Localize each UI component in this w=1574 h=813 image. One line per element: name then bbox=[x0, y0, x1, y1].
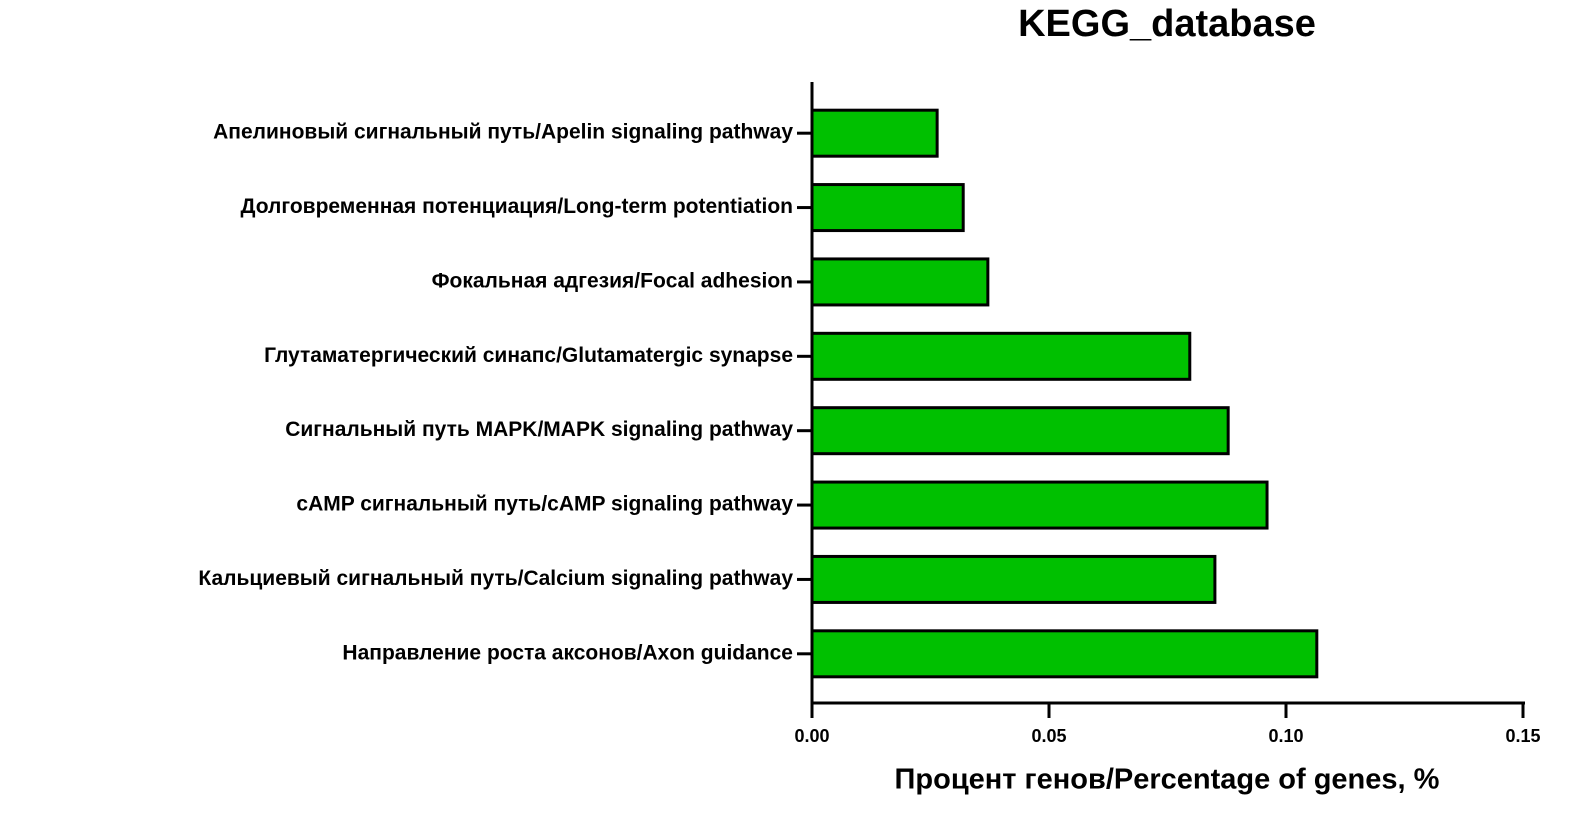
x-tick-label: 0.15 bbox=[1505, 726, 1540, 746]
x-tick-label: 0.00 bbox=[794, 726, 829, 746]
bar bbox=[810, 629, 1319, 679]
bar bbox=[810, 480, 1269, 530]
bar bbox=[810, 554, 1217, 604]
y-tick-label: Кальциевый сигнальный путь/Calcium signa… bbox=[198, 567, 793, 590]
bar bbox=[810, 331, 1192, 381]
bar bbox=[810, 406, 1230, 456]
y-tick-label: Направление роста аксонов/Axon guidance bbox=[342, 641, 793, 664]
bar bbox=[810, 257, 990, 307]
x-tick-label: 0.10 bbox=[1268, 726, 1303, 746]
chart-title: KEGG_database bbox=[1018, 3, 1316, 45]
y-tick-label: Сигнальный путь MAPK/MAPK signaling path… bbox=[285, 418, 793, 441]
x-tick-label: 0.05 bbox=[1031, 726, 1066, 746]
y-tick-label: Фокальная адгезия/Focal adhesion bbox=[432, 269, 793, 292]
y-tick-label: cAMP сигнальный путь/cAMP signaling path… bbox=[296, 493, 793, 516]
y-tick-label: Апелиновый сигнальный путь/Apelin signal… bbox=[213, 121, 793, 144]
y-tick-label: Глутаматергический синапс/Glutamatergic … bbox=[264, 344, 793, 367]
y-tick-label: Долговременная потенциация/Long-term pot… bbox=[241, 195, 794, 218]
bar bbox=[810, 183, 965, 233]
bar bbox=[810, 108, 939, 158]
x-axis-label: Процент генов/Percentage of genes, % bbox=[895, 764, 1440, 796]
